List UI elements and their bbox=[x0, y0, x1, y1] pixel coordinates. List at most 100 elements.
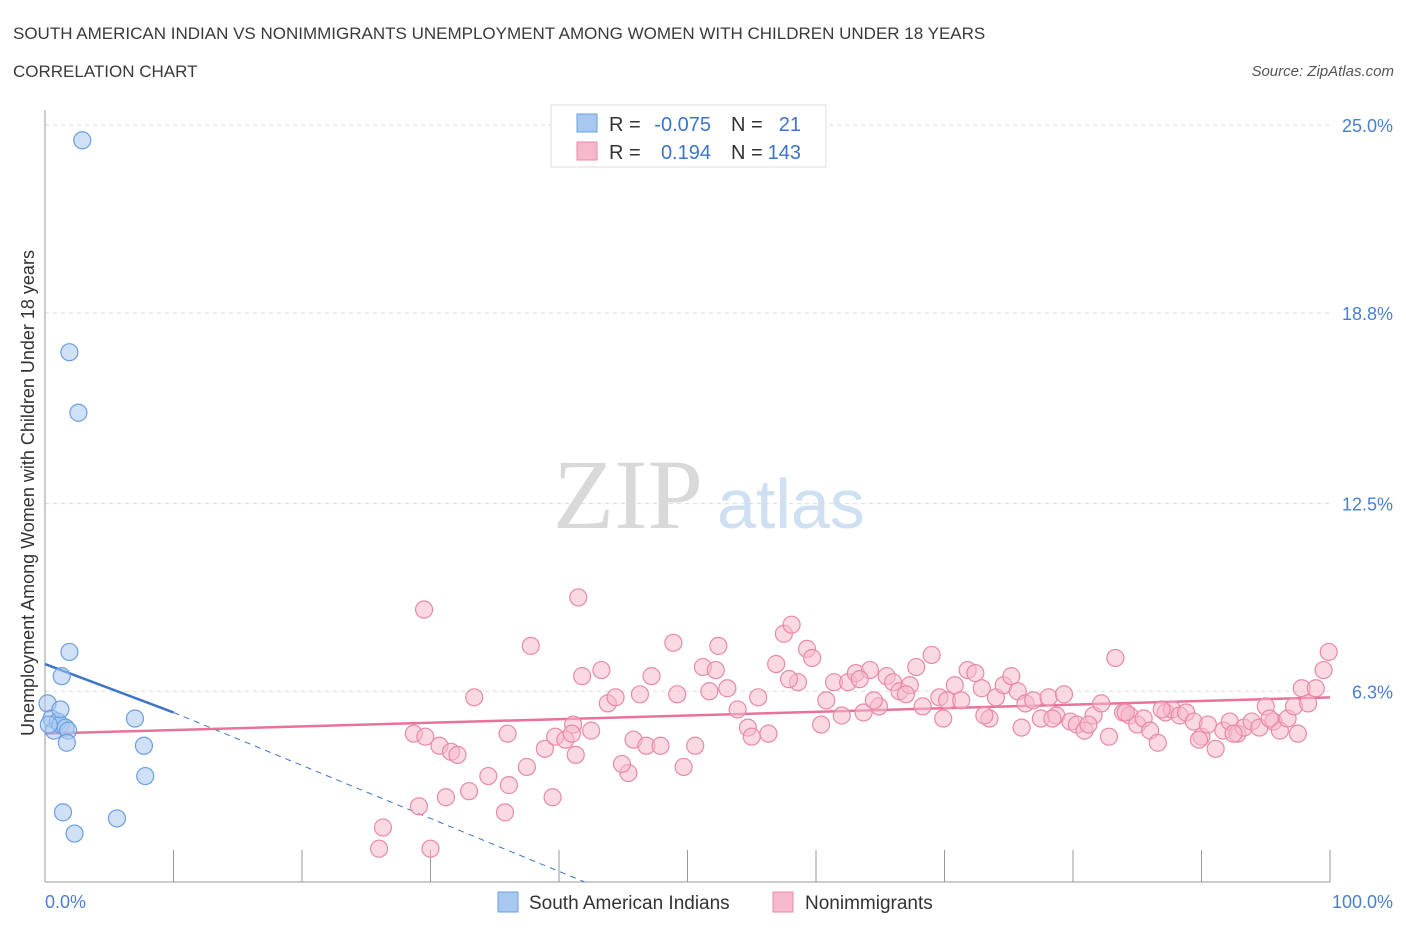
bottom-legend-swatch-south-american-indians bbox=[497, 891, 519, 913]
point-south-american-indians bbox=[107, 809, 127, 828]
legend-swatch-south-american-indians bbox=[576, 113, 598, 133]
point-nonimmigrants bbox=[582, 721, 601, 740]
axes-layer bbox=[44, 110, 1331, 883]
point-nonimmigrants bbox=[1189, 730, 1209, 749]
watermark-zip: ZIP bbox=[553, 439, 703, 550]
point-nonimmigrants bbox=[573, 667, 592, 686]
point-nonimmigrants bbox=[966, 664, 985, 683]
point-south-american-indians bbox=[73, 131, 92, 150]
point-nonimmigrants bbox=[749, 688, 768, 707]
watermark: ZIP atlas bbox=[553, 439, 865, 550]
point-south-american-indians bbox=[65, 824, 84, 843]
x-tick-label: 100.0% bbox=[1332, 892, 1393, 912]
point-south-american-indians bbox=[60, 343, 79, 362]
y-tick-label: 6.3% bbox=[1352, 682, 1393, 702]
legend-swatch-nonimmigrants bbox=[576, 141, 598, 161]
point-nonimmigrants bbox=[668, 685, 687, 704]
point-nonimmigrants bbox=[448, 745, 467, 764]
point-nonimmigrants bbox=[1106, 648, 1125, 668]
point-nonimmigrants bbox=[562, 724, 581, 743]
point-nonimmigrants bbox=[1260, 709, 1279, 728]
point-nonimmigrants bbox=[767, 654, 786, 674]
point-nonimmigrants bbox=[1054, 685, 1074, 704]
point-nonimmigrants bbox=[1148, 733, 1167, 752]
point-nonimmigrants bbox=[1306, 679, 1325, 698]
point-nonimmigrants bbox=[499, 776, 518, 795]
point-nonimmigrants bbox=[1299, 694, 1318, 713]
trend-line-south-american-indians-dashed bbox=[173, 712, 585, 883]
point-nonimmigrants bbox=[414, 600, 434, 619]
point-nonimmigrants bbox=[465, 688, 484, 707]
point-nonimmigrants bbox=[421, 839, 440, 858]
point-nonimmigrants bbox=[1288, 724, 1307, 743]
legend-n-value-0: 21 bbox=[779, 114, 801, 136]
point-nonimmigrants bbox=[952, 691, 971, 710]
point-nonimmigrants bbox=[1039, 688, 1058, 707]
point-nonimmigrants bbox=[612, 754, 632, 774]
point-nonimmigrants bbox=[1002, 667, 1021, 686]
points-layer bbox=[38, 131, 1338, 858]
point-nonimmigrants bbox=[517, 757, 536, 777]
point-nonimmigrants bbox=[674, 757, 693, 777]
point-nonimmigrants bbox=[521, 636, 540, 655]
ticks-layer: 6.3% 12.5% 18.8% 25.0% 0.0% 100.0% bbox=[45, 116, 1393, 912]
point-south-american-indians bbox=[136, 766, 155, 786]
point-nonimmigrants bbox=[709, 636, 728, 655]
point-nonimmigrants bbox=[700, 682, 719, 701]
point-nonimmigrants bbox=[922, 645, 941, 665]
point-nonimmigrants bbox=[1092, 694, 1111, 713]
trend-line-nonimmigrants bbox=[44, 696, 1331, 735]
bottom-legend-label-south-american-indians: South American Indians bbox=[529, 893, 730, 914]
point-nonimmigrants bbox=[1116, 703, 1135, 722]
point-nonimmigrants bbox=[1024, 691, 1043, 710]
point-south-american-indians bbox=[39, 715, 58, 734]
point-south-american-indians bbox=[125, 709, 145, 728]
point-nonimmigrants bbox=[782, 615, 801, 634]
point-nonimmigrants bbox=[972, 679, 991, 698]
point-nonimmigrants bbox=[1224, 724, 1243, 743]
point-nonimmigrants bbox=[850, 670, 869, 689]
point-nonimmigrants bbox=[1012, 718, 1031, 737]
point-nonimmigrants bbox=[664, 633, 683, 652]
grid-layer bbox=[45, 124, 1330, 692]
legend-n-label-0: N = bbox=[731, 114, 763, 136]
point-nonimmigrants bbox=[436, 788, 456, 807]
point-nonimmigrants bbox=[498, 724, 517, 743]
legend-r-value-0: -0.075 bbox=[654, 114, 711, 136]
point-nonimmigrants bbox=[907, 657, 926, 677]
top-legend: R = -0.075 N = 21 R = 0.194 N = 143 bbox=[550, 104, 827, 168]
bottom-legend-swatch-nonimmigrants bbox=[772, 891, 794, 913]
point-nonimmigrants bbox=[896, 685, 916, 704]
legend-r-label-1: R = bbox=[609, 142, 641, 164]
point-nonimmigrants bbox=[535, 739, 554, 758]
point-nonimmigrants bbox=[913, 697, 932, 716]
x-tick-label: 0.0% bbox=[45, 892, 86, 912]
point-nonimmigrants bbox=[864, 691, 883, 710]
point-nonimmigrants bbox=[817, 691, 836, 710]
point-nonimmigrants bbox=[686, 736, 705, 755]
point-nonimmigrants bbox=[373, 818, 393, 837]
legend-n-value-1: 143 bbox=[768, 142, 801, 164]
point-nonimmigrants bbox=[409, 797, 429, 816]
point-nonimmigrants bbox=[370, 839, 389, 858]
point-nonimmigrants bbox=[566, 745, 585, 764]
point-south-american-indians bbox=[134, 736, 154, 755]
point-nonimmigrants bbox=[854, 703, 873, 722]
source-label: Source: ZipAtlas.com bbox=[1251, 63, 1394, 80]
point-nonimmigrants bbox=[945, 676, 964, 695]
y-tick-label: 25.0% bbox=[1342, 116, 1393, 136]
point-nonimmigrants bbox=[718, 679, 737, 698]
point-nonimmigrants bbox=[728, 700, 747, 719]
point-nonimmigrants bbox=[803, 648, 822, 668]
point-nonimmigrants bbox=[651, 736, 670, 755]
legend-r-value-1: 0.194 bbox=[661, 142, 711, 164]
point-nonimmigrants bbox=[1079, 715, 1098, 734]
point-nonimmigrants bbox=[459, 782, 479, 801]
point-south-american-indians bbox=[69, 403, 88, 422]
point-nonimmigrants bbox=[543, 788, 562, 807]
point-nonimmigrants bbox=[812, 715, 831, 734]
point-nonimmigrants bbox=[606, 688, 625, 707]
legend-r-label-0: R = bbox=[609, 114, 641, 136]
